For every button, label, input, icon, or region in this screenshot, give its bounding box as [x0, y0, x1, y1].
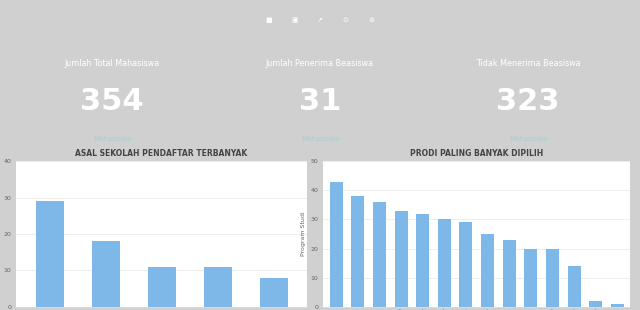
- Bar: [92, 241, 120, 307]
- Text: 31: 31: [299, 87, 341, 116]
- Text: ⊙: ⊙: [342, 17, 349, 23]
- Bar: [546, 249, 559, 307]
- Text: ■: ■: [266, 17, 272, 23]
- Bar: [460, 222, 472, 307]
- Text: ⊛: ⊛: [368, 17, 374, 23]
- Bar: [611, 304, 624, 307]
- Title: PRODI PALING BANYAK DIPILIH: PRODI PALING BANYAK DIPILIH: [410, 148, 543, 158]
- Bar: [204, 267, 232, 307]
- Title: ASAL SEKOLAH PENDAFTAR TERBANYAK: ASAL SEKOLAH PENDAFTAR TERBANYAK: [76, 148, 248, 158]
- Bar: [373, 202, 386, 307]
- Text: ▣: ▣: [291, 17, 298, 23]
- Y-axis label: Program Studi: Program Studi: [301, 212, 307, 256]
- Bar: [568, 266, 580, 307]
- Text: Jumlah Total Mahasiswa: Jumlah Total Mahasiswa: [65, 59, 159, 68]
- Text: 323: 323: [496, 87, 560, 116]
- Bar: [481, 234, 494, 307]
- Bar: [503, 240, 516, 307]
- Text: 354: 354: [80, 87, 144, 116]
- Text: Mahasiswa: Mahasiswa: [93, 136, 131, 142]
- Bar: [330, 182, 342, 307]
- Text: Mahasiswa: Mahasiswa: [509, 136, 547, 142]
- Bar: [589, 301, 602, 307]
- Bar: [395, 211, 408, 307]
- Text: Mahasiswa: Mahasiswa: [301, 136, 339, 142]
- Bar: [148, 267, 175, 307]
- Text: Tidak Menerima Beasiswa: Tidak Menerima Beasiswa: [476, 59, 580, 68]
- Text: Jumlah Penerima Beasiswa: Jumlah Penerima Beasiswa: [266, 59, 374, 68]
- Bar: [260, 278, 287, 307]
- Bar: [351, 196, 364, 307]
- Bar: [416, 214, 429, 307]
- Text: ↗: ↗: [317, 17, 323, 23]
- Bar: [438, 219, 451, 307]
- Bar: [36, 201, 63, 307]
- Bar: [524, 249, 538, 307]
